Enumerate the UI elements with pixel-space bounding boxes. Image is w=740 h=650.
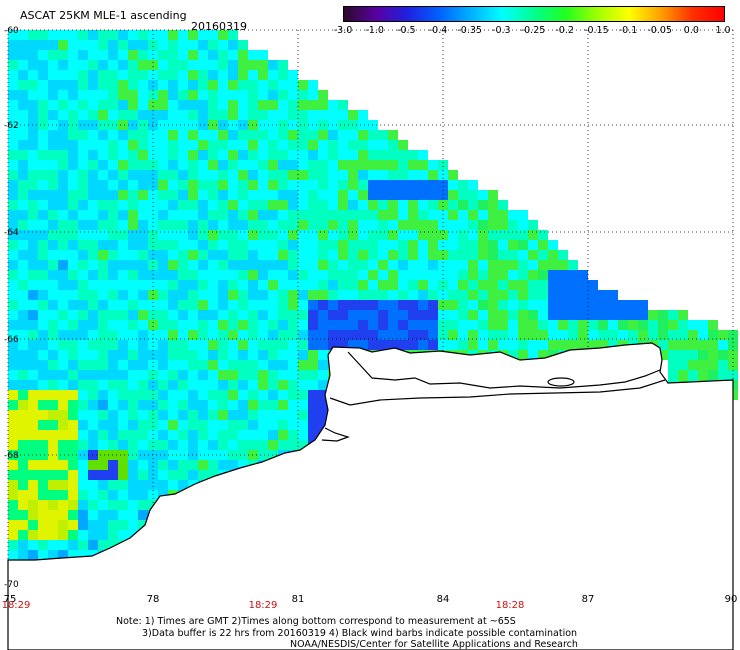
colorbar-gradient — [344, 7, 724, 21]
colorbar-tick-label: -0.05 — [647, 25, 672, 36]
colorbar-tick-label: 0.0 — [683, 25, 699, 36]
colorbar-tick-label: -0.5 — [397, 25, 416, 36]
bay-outline — [321, 427, 350, 442]
lat-label: -64 — [4, 228, 19, 238]
coast-inner-line — [329, 379, 666, 406]
amery-ice-shelf-land — [7, 342, 734, 650]
colorbar-tick-label: -0.4 — [428, 25, 448, 36]
colorbar-tick-label: -0.1 — [618, 25, 638, 36]
colorbar — [343, 6, 725, 22]
lat-label: -70 — [4, 580, 19, 590]
antarctica-coastline — [7, 342, 734, 650]
time-label: 18:29 — [248, 600, 278, 611]
product-title: ASCAT 25KM MLE-1 ascending — [20, 9, 187, 22]
lat-label: -62 — [4, 121, 19, 131]
colorbar-tick-label: -0.3 — [492, 25, 511, 36]
lon-label: 78 — [146, 594, 160, 605]
lon-label: 90 — [724, 594, 738, 605]
colorbar-tick-label: -1.0 — [365, 25, 384, 36]
lat-label: -68 — [4, 451, 19, 461]
product-date: 20160319 — [191, 20, 247, 33]
colorbar-tick-label: 1.0 — [715, 25, 731, 36]
lon-label: 84 — [436, 594, 450, 605]
lon-label: 75 — [3, 594, 17, 605]
lon-label: 81 — [291, 594, 305, 605]
lat-label: -66 — [4, 335, 19, 345]
colorbar-tick-label: -0.2 — [555, 25, 574, 36]
footer-note-1: Note: 1) Times are GMT 2)Times along bot… — [116, 616, 516, 627]
colorbar-tick-label: -3.0 — [333, 25, 353, 36]
lon-label: 87 — [581, 594, 595, 605]
colorbar-tick-label: -0.15 — [584, 25, 609, 36]
lat-label: -60 — [4, 26, 19, 36]
footer-note-2: 3)Data buffer is 22 hrs from 20160319 4)… — [142, 628, 578, 639]
colorbar-tick-label: -0.25 — [520, 25, 546, 36]
island-shape — [547, 377, 575, 387]
colorbar-tick-label: -0.35 — [457, 25, 482, 36]
interior-ridge-line — [347, 351, 661, 389]
time-label: 18:28 — [495, 600, 525, 611]
footer-note-3: NOAA/NESDIS/Center for Satellite Applica… — [290, 639, 578, 650]
mle-data-cells — [8, 30, 738, 570]
time-label: 18:29 — [1, 600, 31, 611]
